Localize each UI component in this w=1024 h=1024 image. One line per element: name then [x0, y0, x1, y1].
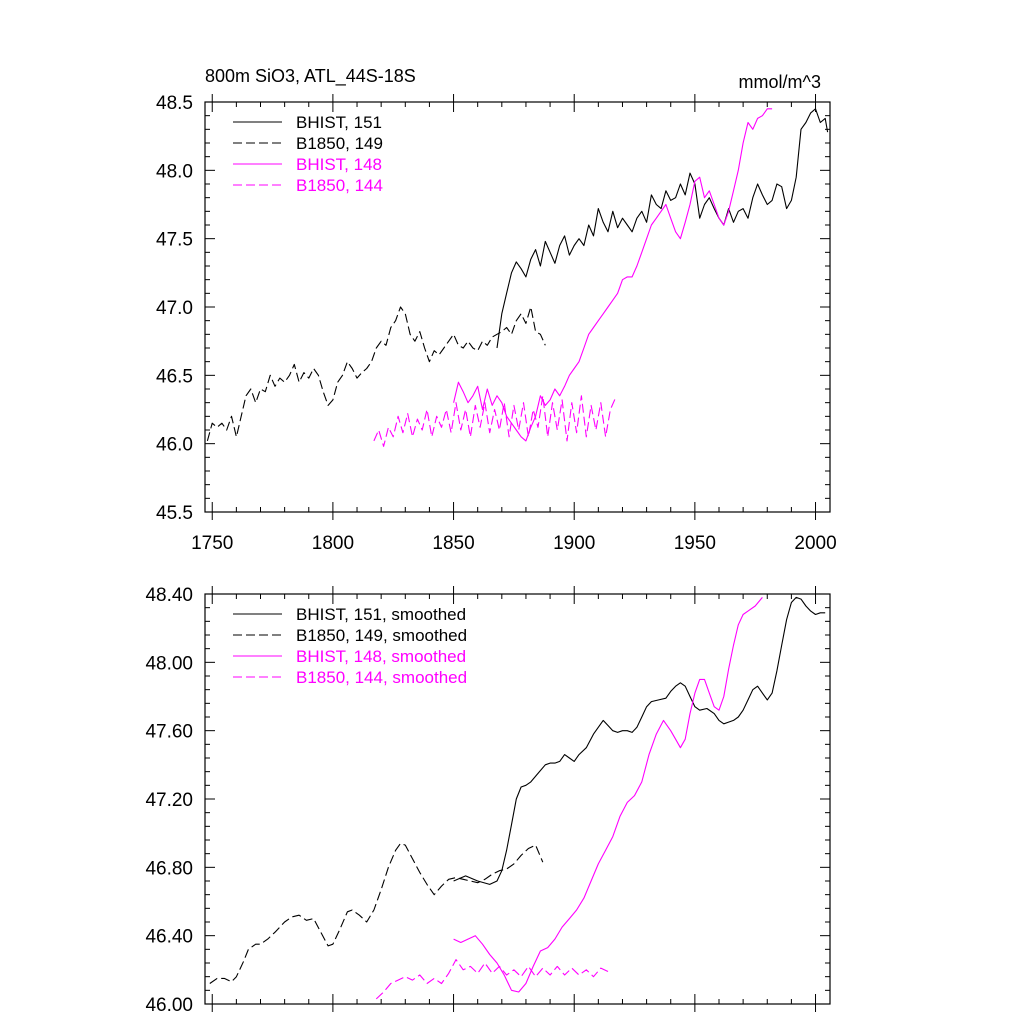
- y-tick-label: 46.0: [156, 435, 193, 456]
- y-tick-label: 47.5: [156, 230, 193, 251]
- y-tick-label: 47.0: [156, 298, 193, 319]
- x-tick-label: 1950: [674, 533, 716, 554]
- legend-label: B1850, 144: [296, 176, 383, 195]
- series-line: [453, 596, 826, 885]
- plot-title: 800m SiO3, ATL_44S-18S: [205, 66, 416, 87]
- x-tick-label: 2000: [794, 533, 836, 554]
- series-line: [209, 842, 544, 984]
- x-tick-label: 1800: [312, 533, 354, 554]
- legend-label: BHIST, 151, smoothed: [296, 605, 466, 624]
- series-line: [375, 959, 609, 1000]
- legend-label: B1850, 149: [296, 134, 383, 153]
- legend-label: BHIST, 148: [296, 155, 382, 174]
- series-line: [453, 597, 763, 993]
- y-tick-label: 46.5: [156, 366, 193, 387]
- series-line: [496, 108, 829, 349]
- series-line: [373, 395, 616, 447]
- bottom-plot: 46.00 46.40 46.80 47.20 47.60 48.00 48.40 BHIST…: [145, 585, 831, 1016]
- legend-label: BHIST, 148, smoothed: [296, 647, 466, 666]
- series-line: [453, 108, 773, 442]
- y-tick-label: 47.60: [145, 722, 193, 743]
- units-label: mmol/m^3: [739, 72, 821, 92]
- y-tick-label: 48.00: [145, 653, 193, 674]
- y-tick-label: 46.40: [145, 927, 193, 948]
- legend-label: B1850, 149, smoothed: [296, 626, 467, 645]
- y-tick-label: 48.40: [145, 585, 193, 606]
- x-tick-label: 1750: [191, 533, 233, 554]
- series-line: [206, 306, 546, 442]
- x-tick-label: 1900: [553, 533, 595, 554]
- y-tick-label: 47.20: [145, 790, 193, 811]
- y-tick-label: 48.0: [156, 161, 193, 182]
- y-tick-label: 46.80: [145, 858, 193, 879]
- x-tick-label: 1850: [432, 533, 474, 554]
- y-tick-label: 46.00: [145, 995, 193, 1016]
- top-plot: 800m SiO3, ATL_44S-18S mmol/m^3 1750 1800…: [156, 66, 837, 554]
- legend-label: B1850, 144, smoothed: [296, 668, 467, 687]
- legend-label: BHIST, 151: [296, 113, 382, 132]
- y-tick-label: 45.5: [156, 503, 193, 524]
- y-tick-label: 48.5: [156, 93, 193, 114]
